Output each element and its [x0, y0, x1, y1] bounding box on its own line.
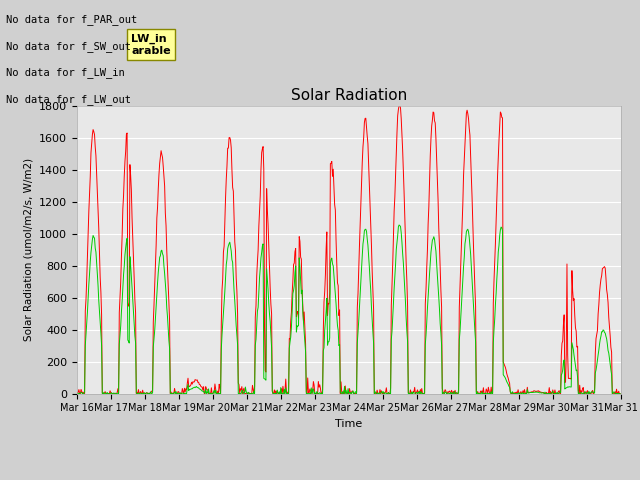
Title: Solar Radiation: Solar Radiation: [291, 88, 407, 103]
Text: No data for f_LW_out: No data for f_LW_out: [6, 94, 131, 105]
Text: No data for f_LW_in: No data for f_LW_in: [6, 67, 125, 78]
Text: LW_in
arable: LW_in arable: [131, 34, 171, 56]
Text: No data for f_SW_out: No data for f_SW_out: [6, 41, 131, 52]
Text: No data for f_PAR_out: No data for f_PAR_out: [6, 14, 138, 25]
Y-axis label: Solar Radiation (umol/m2/s, W/m2): Solar Radiation (umol/m2/s, W/m2): [24, 158, 33, 341]
Legend: PAR_in, SW_in: PAR_in, SW_in: [253, 474, 444, 480]
X-axis label: Time: Time: [335, 419, 362, 429]
